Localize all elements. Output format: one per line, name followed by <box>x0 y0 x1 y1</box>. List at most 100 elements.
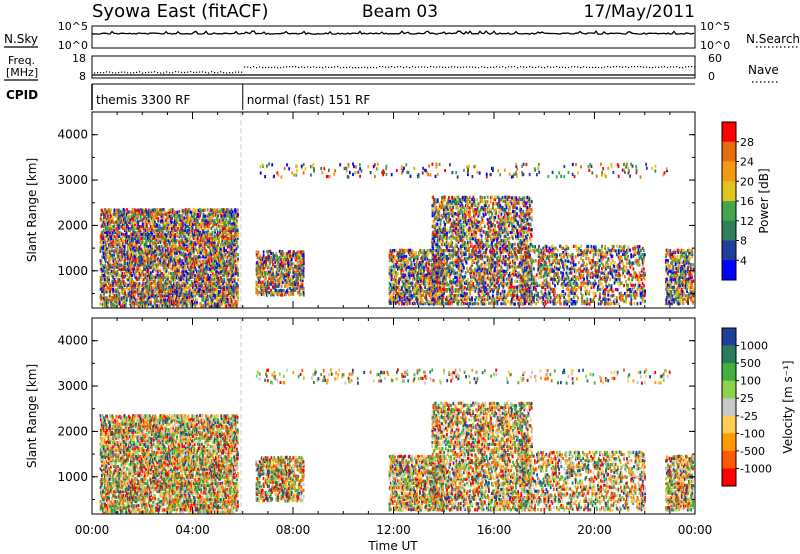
range-gate-cell <box>108 233 110 237</box>
range-gate-cell <box>166 222 169 226</box>
range-gate-cell <box>137 304 140 308</box>
range-gate-cell <box>157 292 159 296</box>
range-gate-cell <box>118 222 121 226</box>
range-gate-cell <box>122 214 125 218</box>
range-gate-cell <box>129 302 131 306</box>
range-gate-cell <box>128 288 130 292</box>
range-gate-cell <box>150 232 153 236</box>
range-gate-cell <box>120 253 123 257</box>
range-gate-cell <box>115 246 118 251</box>
range-gate-cell <box>104 240 107 244</box>
range-gate-cell <box>137 294 140 298</box>
range-gate-cell <box>147 302 150 306</box>
range-gate-cell <box>106 269 108 274</box>
range-gate-cell <box>129 298 131 302</box>
range-gate-cell <box>101 255 104 259</box>
range-gate-cell <box>180 241 182 245</box>
range-gate-cell <box>179 251 181 255</box>
range-gate-cell <box>189 210 192 215</box>
range-gate-cell <box>163 239 166 243</box>
range-gate-cell <box>141 283 144 287</box>
range-gate-cell <box>128 286 131 290</box>
range-gate-cell <box>131 241 134 245</box>
range-gate-cell <box>110 253 112 257</box>
range-gate-cell <box>148 288 151 292</box>
range-gate-cell <box>146 247 149 251</box>
range-gate-cell <box>151 251 153 255</box>
range-gate-cell <box>141 302 144 306</box>
range-gate-cell <box>134 298 137 302</box>
range-gate-cell <box>134 255 136 259</box>
range-gate-cell <box>134 245 137 249</box>
range-gate-cell <box>142 282 145 286</box>
range-gate-cell <box>199 255 201 259</box>
range-gate-cell <box>267 290 269 294</box>
range-gate-cell <box>165 228 168 232</box>
range-gate-cell <box>153 259 155 263</box>
range-gate-cell <box>152 292 154 296</box>
range-gate-cell <box>132 237 135 241</box>
range-gate-cell <box>118 218 121 223</box>
range-gate-cell <box>141 263 144 267</box>
range-gate-cell <box>140 241 143 245</box>
range-gate-cell <box>190 247 193 251</box>
range-gate-cell <box>150 255 152 259</box>
range-gate-cell <box>163 259 166 263</box>
range-gate-cell <box>175 251 177 255</box>
range-gate-cell <box>174 227 177 231</box>
range-gate-cell <box>189 255 192 259</box>
range-gate-cell <box>161 261 164 265</box>
range-gate-cell <box>115 281 118 285</box>
range-gate-cell <box>116 237 119 241</box>
range-gate-cell <box>162 259 165 264</box>
range-gate-cell <box>192 214 194 218</box>
range-gate-cell <box>116 243 119 247</box>
range-gate-cell <box>139 216 142 221</box>
range-gate-cell <box>142 298 145 302</box>
range-gate-cell <box>175 302 177 306</box>
range-gate-cell <box>159 269 161 273</box>
range-gate-cell <box>161 247 164 251</box>
range-gate-cell <box>183 208 186 212</box>
range-gate-cell <box>113 224 116 228</box>
range-gate-cell <box>236 290 239 294</box>
range-gate-cell <box>150 249 152 253</box>
range-gate-cell <box>199 269 201 273</box>
range-gate-cell <box>186 281 189 285</box>
range-gate-cell <box>187 208 190 212</box>
range-gate-cell <box>154 279 157 283</box>
range-gate-cell <box>179 231 181 235</box>
range-gate-cell <box>166 230 169 234</box>
range-gate-cell <box>119 286 122 290</box>
range-gate-cell <box>175 228 178 232</box>
range-gate-cell <box>171 277 173 281</box>
range-gate-cell <box>175 298 177 302</box>
range-gate-cell <box>151 249 153 253</box>
range-gate-cell <box>169 232 172 237</box>
range-gate-cell <box>157 265 160 269</box>
range-gate-cell <box>135 300 138 304</box>
range-gate-cell <box>118 208 121 212</box>
nave-trace <box>94 66 696 74</box>
range-gate-cell <box>123 221 126 225</box>
range-gate-cell <box>124 233 127 237</box>
range-gate-cell <box>115 237 118 241</box>
range-gate-cell <box>186 239 189 243</box>
range-gate-cell <box>166 274 169 278</box>
range-gate-cell <box>192 237 195 241</box>
range-gate-cell <box>182 281 185 285</box>
range-gate-cell <box>138 259 141 263</box>
range-gate-cell <box>154 249 156 253</box>
range-gate-cell <box>112 259 115 263</box>
range-gate-cell <box>116 282 119 286</box>
range-gate-cell <box>152 235 154 239</box>
range-gate-cell <box>292 262 295 266</box>
range-gate-cell <box>143 265 145 269</box>
range-gate-cell <box>176 272 178 276</box>
range-gate-cell <box>133 225 136 229</box>
range-gate-cell <box>135 270 138 274</box>
range-gate-cell <box>162 225 165 229</box>
range-gate-cell <box>223 246 225 250</box>
range-gate-cell <box>115 226 118 230</box>
range-gate-cell <box>111 247 113 251</box>
